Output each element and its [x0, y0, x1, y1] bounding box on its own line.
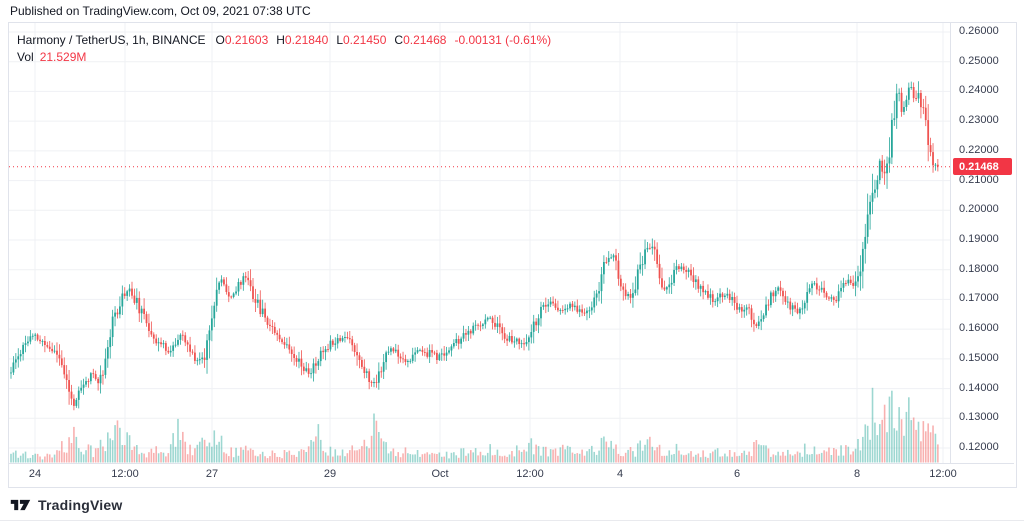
- time-axis-label: 4: [616, 468, 624, 480]
- price-axis-label: 0.15000: [959, 351, 999, 364]
- legend-row-volume: Vol 21.529M: [17, 49, 551, 65]
- chart-frame: Harmony / TetherUS, 1h, BINANCE O0.21603 H…: [8, 22, 1017, 488]
- ohlc-high: H0.21840: [276, 33, 329, 47]
- price-axis-label: 0.16000: [959, 322, 999, 335]
- tradingview-logo-icon[interactable]: [10, 497, 31, 513]
- price-axis-label: 0.20000: [959, 203, 999, 216]
- price-axis[interactable]: 0.21468 0.26000 0.25000 0.24000 0.23000 0.22…: [950, 23, 1015, 463]
- price-axis-label: 0.23000: [959, 114, 999, 127]
- chart-legend: Harmony / TetherUS, 1h, BINANCE O0.21603 H…: [17, 32, 551, 66]
- time-axis-label: Oct: [431, 468, 449, 480]
- ohlc-low: L0.21450: [336, 33, 387, 47]
- ohlc-open: O0.21603: [215, 33, 269, 47]
- tradingview-brand[interactable]: TradingView: [38, 497, 123, 513]
- volume-label: Vol: [17, 50, 34, 64]
- time-axis-label: 29: [323, 468, 337, 480]
- time-axis-label: 6: [733, 468, 741, 480]
- price-axis-label: 0.19000: [959, 233, 999, 245]
- price-axis-label: 0.12000: [959, 441, 999, 453]
- ohlc-close: C0.21468: [394, 33, 447, 47]
- price-axis-label: 0.14000: [959, 381, 999, 394]
- price-axis-label: 0.17000: [959, 292, 999, 305]
- footer: TradingView: [10, 497, 122, 513]
- chart-plot-area[interactable]: [9, 23, 950, 463]
- time-axis-label: 24: [28, 468, 42, 480]
- candlestick-chart[interactable]: [9, 23, 950, 463]
- time-axis[interactable]: 24 12:00 27 29 Oct 12:00 4 6 8 12:00: [9, 463, 1014, 486]
- change-value: -0.00131 (-0.61%): [454, 33, 552, 47]
- time-axis-label: 12:00: [516, 468, 544, 480]
- published-bar: Published on TradingView.com, Oct 09, 20…: [10, 4, 311, 18]
- last-price-badge: 0.21468: [953, 158, 1012, 176]
- time-axis-label: 12:00: [929, 468, 957, 480]
- symbol-title[interactable]: Harmony / TetherUS, 1h, BINANCE: [17, 33, 206, 47]
- price-axis-label: 0.26000: [959, 25, 999, 37]
- price-axis-label: 0.21000: [959, 173, 999, 186]
- price-axis-label: 0.18000: [959, 262, 999, 275]
- price-axis-label: 0.13000: [959, 411, 999, 424]
- price-axis-label: 0.24000: [959, 84, 999, 97]
- price-axis-label: 0.25000: [959, 54, 999, 67]
- time-axis-label: 12:00: [111, 468, 139, 480]
- time-axis-label: 27: [205, 468, 219, 480]
- legend-row-main: Harmony / TetherUS, 1h, BINANCE O0.21603 H…: [17, 32, 551, 48]
- time-axis-label: 8: [853, 468, 861, 480]
- volume-value: 21.529M: [39, 50, 87, 64]
- price-axis-label: 0.22000: [959, 143, 999, 156]
